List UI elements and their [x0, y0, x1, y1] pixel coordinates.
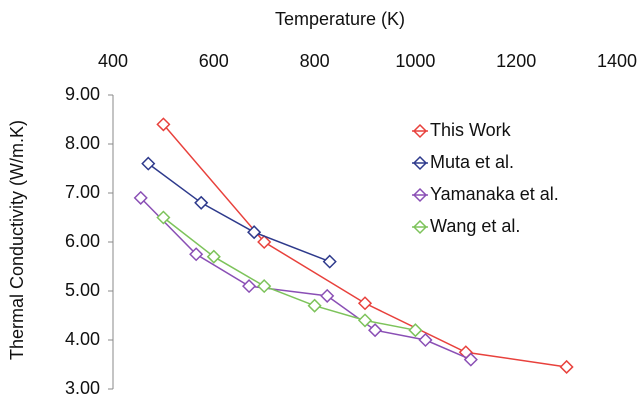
point-marker — [322, 254, 337, 269]
point-marker — [156, 210, 171, 225]
point-marker — [357, 296, 373, 311]
x-tick-label: 1200 — [496, 51, 536, 71]
legend-label: Wang et al. — [430, 216, 520, 236]
point-marker — [194, 195, 209, 210]
point-marker — [156, 117, 171, 132]
legend-label: This Work — [430, 120, 512, 140]
point-marker — [247, 225, 262, 240]
point-marker — [418, 332, 433, 348]
y-tick-label: 3.00 — [65, 378, 100, 398]
point-marker — [559, 359, 574, 375]
y-tick-label: 9.00 — [65, 84, 100, 104]
y-tick-label: 6.00 — [65, 231, 100, 251]
series-line — [162, 216, 416, 331]
x-axis-title: Temperature (K) — [275, 9, 405, 29]
point-marker — [189, 247, 204, 262]
y-axis-title: Thermal Conductivity (W/m.K) — [7, 120, 27, 360]
point-marker — [242, 279, 257, 294]
x-tick-label: 400 — [98, 51, 128, 71]
point-marker — [133, 190, 148, 205]
point-marker — [257, 234, 272, 250]
legend-label: Muta et al. — [430, 152, 514, 172]
point-marker — [206, 249, 221, 264]
point-marker — [357, 313, 373, 328]
point-marker — [463, 352, 478, 367]
point-marker — [307, 298, 322, 313]
point-marker — [257, 279, 272, 294]
point-marker — [368, 323, 383, 338]
y-tick-label: 5.00 — [65, 280, 100, 300]
y-tick-label: 8.00 — [65, 133, 100, 153]
legend-label: Yamanaka et al. — [430, 184, 559, 204]
y-tick-label: 4.00 — [65, 329, 100, 349]
y-tick-label: 7.00 — [65, 182, 100, 202]
x-tick-label: 800 — [300, 51, 330, 71]
x-tick-label: 1400 — [597, 51, 637, 71]
point-marker — [320, 288, 335, 303]
x-tick-label: 1000 — [395, 51, 435, 71]
x-tick-label: 600 — [199, 51, 229, 71]
point-marker — [408, 323, 423, 338]
point-marker — [141, 156, 156, 171]
series-line — [147, 162, 330, 263]
